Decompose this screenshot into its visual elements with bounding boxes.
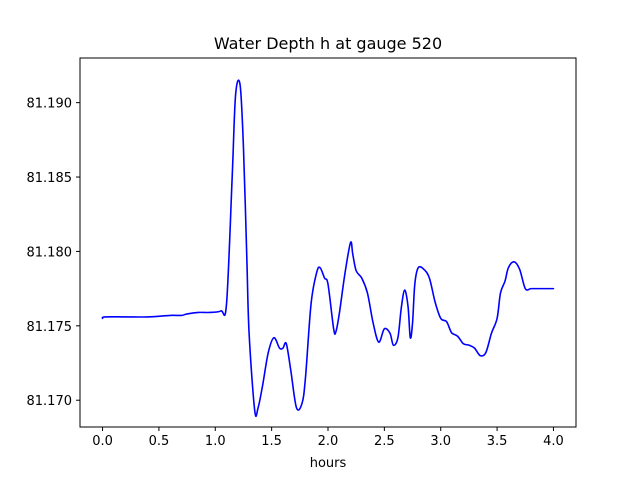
x-tick-label: 2.5 <box>374 434 395 449</box>
x-tick-label: 3.5 <box>487 434 508 449</box>
x-tick-label: 4.0 <box>543 434 564 449</box>
x-tick-label: 0.5 <box>149 434 170 449</box>
x-tick-label: 0.0 <box>92 434 113 449</box>
y-tick-label: 81.175 <box>27 320 73 335</box>
plot-frame <box>79 57 577 428</box>
y-tick-label: 81.185 <box>27 171 73 186</box>
y-tick-label: 81.180 <box>27 245 73 260</box>
x-tick-label: 1.5 <box>261 434 282 449</box>
series-line <box>101 79 555 418</box>
x-axis-label: hours <box>310 456 347 471</box>
x-axis-ticks: 0.0 0.5 1.0 1.5 2.0 2.5 3.0 3.5 4.0 <box>92 427 564 449</box>
y-axis-ticks: 81.170 81.175 81.180 81.185 81.190 <box>27 97 80 409</box>
x-tick-label: 1.0 <box>205 434 226 449</box>
x-tick-label: 3.0 <box>430 434 451 449</box>
plot-area <box>101 79 555 418</box>
y-tick-label: 81.170 <box>27 394 73 409</box>
y-tick-label: 81.190 <box>27 97 73 112</box>
chart-title: Water Depth h at gauge 520 <box>214 34 442 53</box>
x-tick-label: 2.0 <box>318 434 339 449</box>
